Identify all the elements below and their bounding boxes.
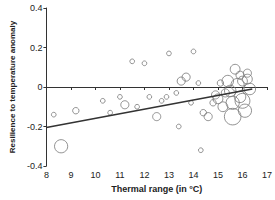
- svg-text:14: 14: [188, 170, 198, 180]
- svg-text:-0.4: -0.4: [27, 161, 43, 171]
- svg-text:15: 15: [213, 170, 223, 180]
- svg-text:13: 13: [164, 170, 174, 180]
- svg-text:12: 12: [139, 170, 149, 180]
- svg-text:16: 16: [237, 170, 247, 180]
- svg-text:0.2: 0.2: [30, 43, 43, 53]
- svg-text:11: 11: [115, 170, 124, 180]
- svg-text:Thermal range (in °C): Thermal range (in °C): [111, 184, 202, 194]
- svg-text:Resilience to temperature anom: Resilience to temperature anomaly: [8, 20, 17, 153]
- svg-text:10: 10: [90, 170, 100, 180]
- svg-text:0.4: 0.4: [30, 3, 43, 13]
- svg-text:0: 0: [37, 82, 42, 92]
- svg-text:9: 9: [68, 170, 73, 180]
- svg-text:17: 17: [262, 170, 272, 180]
- svg-text:-0.2: -0.2: [27, 122, 43, 132]
- svg-text:8: 8: [44, 170, 49, 180]
